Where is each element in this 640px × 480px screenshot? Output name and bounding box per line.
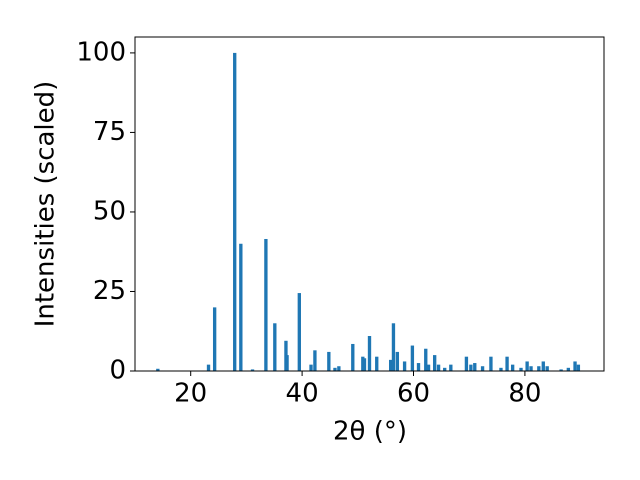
bar [327, 351, 331, 371]
bar [576, 364, 581, 371]
y-tick-label: 0 [109, 356, 126, 386]
bar [395, 351, 400, 371]
bar [545, 366, 549, 371]
bar [206, 364, 211, 371]
x-tick-label: 60 [397, 379, 430, 409]
bar [573, 361, 577, 371]
bar [424, 348, 428, 371]
bar [273, 323, 277, 371]
bar [464, 356, 469, 371]
bar [480, 366, 485, 371]
y-axis-label: Intensities (scaled) [31, 81, 61, 328]
bar [337, 366, 341, 371]
x-tick-label: 80 [508, 379, 541, 409]
bar [212, 307, 217, 371]
bar [233, 52, 237, 372]
bar [469, 364, 473, 371]
bar [426, 364, 431, 371]
y-tick-label: 75 [93, 117, 126, 147]
bar [489, 356, 493, 371]
bar [388, 359, 393, 371]
bar [416, 363, 421, 371]
bar [410, 345, 415, 371]
bar [313, 350, 317, 371]
x-tick-label: 20 [174, 379, 207, 409]
bar [559, 369, 563, 371]
bar [239, 243, 243, 371]
bar [264, 238, 268, 371]
bar [375, 356, 379, 371]
bar [250, 369, 255, 371]
x-axis-label: 2θ (°) [333, 417, 407, 447]
bar [297, 293, 301, 371]
bar [519, 367, 523, 371]
bar [436, 364, 441, 371]
y-tick-label: 50 [93, 196, 126, 226]
bar [525, 361, 529, 371]
bar [333, 367, 337, 371]
y-tick-label: 25 [93, 276, 126, 306]
bar [541, 361, 545, 371]
bar [402, 361, 407, 371]
bar [443, 367, 447, 371]
bar [362, 358, 367, 371]
bar [285, 355, 289, 371]
bar [566, 367, 571, 371]
bar [367, 336, 372, 371]
bar [432, 355, 437, 371]
plot-frame [134, 36, 605, 372]
bar [529, 366, 533, 371]
bar [510, 364, 515, 371]
bar [499, 367, 503, 371]
bar [537, 366, 541, 371]
x-tick-label: 40 [286, 379, 319, 409]
bar [391, 323, 396, 371]
bar [449, 364, 453, 371]
bar [309, 364, 313, 371]
bar [505, 356, 509, 371]
bar [473, 363, 477, 371]
bar [156, 368, 160, 371]
y-tick-label: 100 [76, 37, 126, 67]
bar [351, 343, 355, 371]
